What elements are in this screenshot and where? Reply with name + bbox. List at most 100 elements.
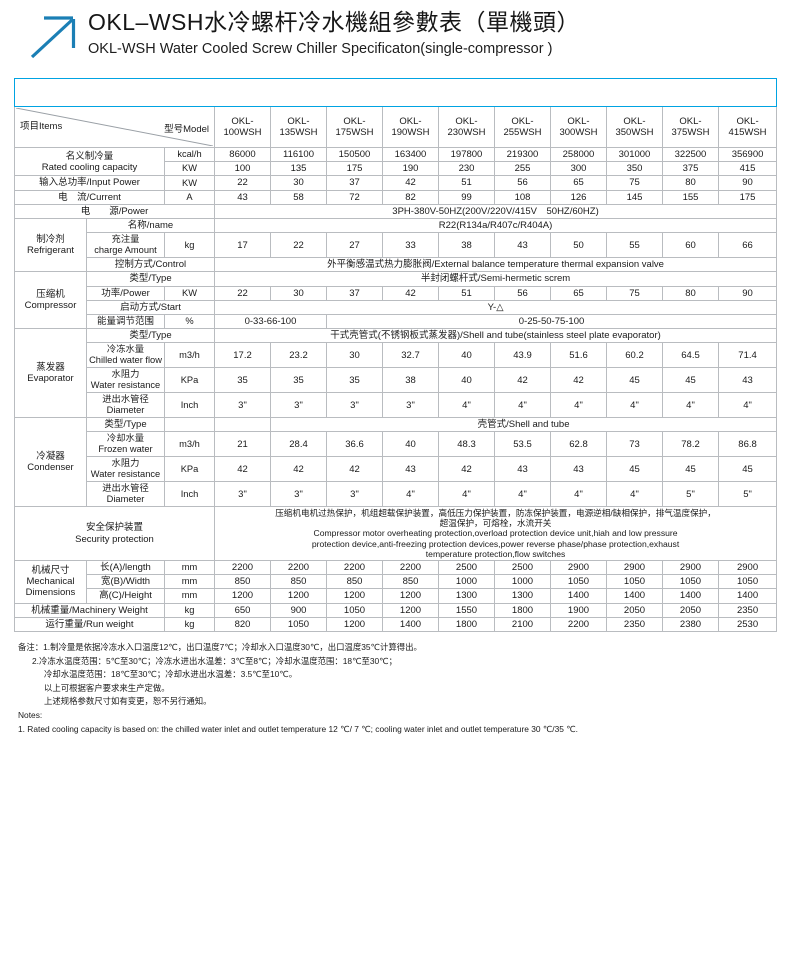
evaporator-flow-unit: m3/h [164, 342, 215, 369]
dim-width-label: 宽(B)/Width [86, 574, 165, 590]
refrigerant-control-value: 外平衡感温式热力膨胀阀/External balance temperature… [213, 257, 778, 273]
notes-block: 备注：1.制冷量是依据冷冻水入口温度12℃，出口温度7℃；冷却水入口温度30℃，… [18, 641, 776, 736]
cell: 3" [382, 392, 439, 419]
note-line-3: 冷却水温度范围：18℃至30℃；冷却水进出水温差：3.5℃至10℃。 [44, 669, 298, 680]
cell: 71.4 [717, 342, 778, 369]
cell: 3" [326, 392, 383, 419]
page-header: OKL–WSH水冷螺杆冷水機組參數表（單機頭） OKL-WSH Water Co… [0, 0, 790, 62]
items-model-corner: 项目Items 型号Model [14, 106, 215, 148]
cell: 65 [550, 285, 607, 301]
cell: 43 [550, 456, 607, 483]
evaporator-section-label: 蒸发器 Evaporator [14, 328, 87, 419]
cell: 66 [717, 232, 778, 259]
cell: 2350 [717, 602, 778, 618]
dim-section-en2: Dimensions [25, 587, 76, 599]
evaporator-diameter-label: 进出水管径 Diameter [86, 392, 165, 419]
row-evaporator-type: 蒸发器 Evaporator 类型/Type 干式壳管式(不锈钢板式蒸发器)/S… [14, 328, 778, 419]
dim-height-label: 高(C)/Height [86, 588, 165, 604]
model-label: 型号Model [164, 123, 209, 135]
cell: 850 [326, 574, 383, 590]
cell: 5" [717, 481, 778, 508]
cell: 4" [382, 481, 439, 508]
condenser-section-label: 冷凝器 Condenser [14, 417, 87, 508]
cell: 150500 [326, 146, 383, 163]
specification-table: OKL-WSH单机头水冷螺杆冷水机组参数表 项目Items 型号Model OK… [13, 78, 778, 632]
row-compressor-start: 启动方式/Start Y-△ [15, 299, 778, 315]
cell: 2050 [606, 602, 663, 618]
cell: 42 [550, 367, 607, 394]
row-evaporator-flow: 冷冻水量 Chilled water flow m3/h 17.2 23.2 3… [15, 342, 778, 369]
current-label: 电 流/Current [14, 189, 165, 205]
rated-cooling-label: 名义制冷量 Rated cooling capacity [14, 146, 165, 177]
refrigerant-section-label: 制冷剂 Refrigerant [14, 218, 87, 273]
run-weight-label: 运行重量/Run weight [14, 616, 165, 632]
dim-section-en1: Mechanical [26, 576, 75, 588]
row-current: 电 流/Current A 43 58 72 82 99 108 126 145… [14, 189, 778, 205]
cell: 42 [214, 456, 271, 483]
cell: 4" [550, 392, 607, 419]
row-refrigerant-name: 制冷剂 Refrigerant 名称/name R22(R134a/R407c/… [14, 218, 778, 273]
cell: 1000 [438, 574, 495, 590]
cell: 1900 [550, 602, 607, 618]
row-power-supply: 电 源/Power 3PH-380V-50HZ(200V/220V/415V 5… [14, 203, 778, 220]
evaporator-section-en: Evaporator [27, 373, 74, 385]
table-banner-row: OKL-WSH单机头水冷螺杆冷水机组参数表 [13, 78, 778, 107]
cell: 35 [326, 367, 383, 394]
condenser-type-label: 类型/Type [86, 417, 165, 433]
note-line-5: 上述规格参数尺寸如有变更，恕不另行通知。 [44, 696, 212, 707]
cell: 43 [382, 456, 439, 483]
evap-flow-label-en: Chilled water flow [89, 355, 162, 366]
cell: 36.6 [326, 431, 383, 458]
cell: 33 [382, 232, 439, 259]
cell: 4" [606, 481, 663, 508]
cell: 42 [438, 456, 495, 483]
cell: 45 [606, 367, 663, 394]
cell: 37 [326, 175, 383, 191]
cell: 900 [270, 602, 327, 618]
cell: 2350 [606, 616, 663, 632]
cell: 35 [270, 367, 327, 394]
cell: 2200 [382, 559, 439, 576]
evap-res-label-cn: 水阻力 [111, 369, 140, 380]
cell: 45 [606, 456, 663, 483]
cell: 1300 [438, 588, 495, 604]
run-weight-unit: kg [164, 616, 215, 632]
condenser-type-unit-blank [164, 417, 215, 433]
cell: 51.6 [550, 342, 607, 369]
cell: 2900 [717, 559, 778, 576]
cell: 1050 [270, 616, 327, 632]
cell: 2050 [662, 602, 719, 618]
page-title: OKL–WSH水冷螺杆冷水機組參數表（單機頭） [88, 9, 580, 35]
row-condenser-diameter: 进出水管径 Diameter Inch 3" 3" 3" 4" 4" 4" 4"… [15, 481, 778, 508]
machinery-weight-unit: kg [164, 602, 215, 618]
condenser-resistance-unit: KPa [164, 456, 215, 483]
row-rated-cooling-kw: KW 100 135 175 190 230 255 300 350 375 4… [15, 161, 778, 177]
cell: 80 [662, 285, 719, 301]
condenser-type-value: 壳管式/Shell and tube [269, 417, 778, 433]
cell: 43 [717, 367, 778, 394]
cell: 72 [326, 189, 383, 205]
cell: 322500 [662, 146, 719, 163]
cell: 35 [214, 367, 271, 394]
cell: 2900 [662, 559, 719, 576]
row-input-power: 输入总功率/Input Power KW 22 30 37 42 51 56 6… [14, 175, 778, 191]
charge-label-en: charge Amount [94, 245, 157, 256]
cell: 3" [326, 481, 383, 508]
cell: 4" [662, 392, 719, 419]
compressor-type-label: 类型/Type [86, 271, 215, 287]
cell: 1800 [438, 616, 495, 632]
refrigerant-charge-unit: kg [164, 232, 215, 259]
cell: 28.4 [270, 431, 327, 458]
cell: 1400 [606, 588, 663, 604]
row-run-weight: 运行重量/Run weight kg 820 1050 1200 1400 18… [14, 616, 778, 632]
cell: 21 [214, 431, 271, 458]
evap-dia-label-cn: 进出水管径 [102, 394, 149, 405]
cell: 175 [326, 161, 383, 177]
cell: 2200 [326, 559, 383, 576]
model-col-2: OKL-175WSH [326, 106, 383, 148]
cell: 43 [214, 189, 271, 205]
cell: 2530 [717, 616, 778, 632]
input-power-unit: KW [164, 175, 215, 191]
cell: 190 [382, 161, 439, 177]
cell: 850 [270, 574, 327, 590]
